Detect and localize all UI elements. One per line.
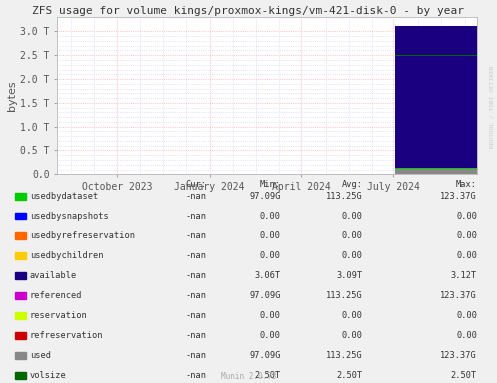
Text: 0.00: 0.00 <box>342 311 363 320</box>
Text: 0.00: 0.00 <box>260 231 281 241</box>
Text: usedbydataset: usedbydataset <box>30 192 98 201</box>
Text: volsize: volsize <box>30 371 67 380</box>
Text: -nan: -nan <box>185 291 206 300</box>
Text: Munin 2.0.73: Munin 2.0.73 <box>221 372 276 381</box>
Text: 113.25G: 113.25G <box>326 351 363 360</box>
Text: 97.09G: 97.09G <box>249 192 281 201</box>
Text: 3.06T: 3.06T <box>254 271 281 280</box>
Text: 0.00: 0.00 <box>456 251 477 260</box>
Text: 3.12T: 3.12T <box>451 271 477 280</box>
Text: 2.50T: 2.50T <box>254 371 281 380</box>
Text: -nan: -nan <box>185 351 206 360</box>
Text: 2.50T: 2.50T <box>336 371 363 380</box>
Text: RRDTOOL / TOBI OETIKER: RRDTOOL / TOBI OETIKER <box>490 66 495 149</box>
Text: referenced: referenced <box>30 291 83 300</box>
Y-axis label: bytes: bytes <box>7 80 17 111</box>
Text: 123.37G: 123.37G <box>440 192 477 201</box>
Text: Avg:: Avg: <box>342 180 363 189</box>
Text: 0.00: 0.00 <box>342 251 363 260</box>
Text: 0.00: 0.00 <box>456 211 477 221</box>
Text: -nan: -nan <box>185 211 206 221</box>
Text: -nan: -nan <box>185 271 206 280</box>
Text: -nan: -nan <box>185 371 206 380</box>
Text: available: available <box>30 271 77 280</box>
Text: 0.00: 0.00 <box>260 251 281 260</box>
Text: 0.00: 0.00 <box>456 331 477 340</box>
Text: usedbychildren: usedbychildren <box>30 251 103 260</box>
Text: 97.09G: 97.09G <box>249 351 281 360</box>
Text: 0.00: 0.00 <box>342 331 363 340</box>
Text: ZFS usage for volume kings/proxmox-kings/vm-421-disk-0 - by year: ZFS usage for volume kings/proxmox-kings… <box>32 6 465 16</box>
Text: usedbysnapshots: usedbysnapshots <box>30 211 108 221</box>
Text: -nan: -nan <box>185 192 206 201</box>
Text: 0.00: 0.00 <box>456 311 477 320</box>
Text: 113.25G: 113.25G <box>326 192 363 201</box>
Text: -nan: -nan <box>185 311 206 320</box>
Text: Min:: Min: <box>260 180 281 189</box>
Text: Max:: Max: <box>456 180 477 189</box>
Text: 123.37G: 123.37G <box>440 351 477 360</box>
Text: reservation: reservation <box>30 311 87 320</box>
Text: -nan: -nan <box>185 331 206 340</box>
Text: -nan: -nan <box>185 251 206 260</box>
Text: 0.00: 0.00 <box>456 231 477 241</box>
Text: -nan: -nan <box>185 231 206 241</box>
Text: 3.09T: 3.09T <box>336 271 363 280</box>
Text: 113.25G: 113.25G <box>326 291 363 300</box>
Text: 0.00: 0.00 <box>260 331 281 340</box>
Text: 0.00: 0.00 <box>342 211 363 221</box>
Text: 0.00: 0.00 <box>342 231 363 241</box>
Text: Cur:: Cur: <box>185 180 206 189</box>
Text: 123.37G: 123.37G <box>440 291 477 300</box>
Text: usedbyrefreservation: usedbyrefreservation <box>30 231 135 241</box>
Text: 0.00: 0.00 <box>260 211 281 221</box>
Text: refreservation: refreservation <box>30 331 103 340</box>
Text: 0.00: 0.00 <box>260 311 281 320</box>
Text: 2.50T: 2.50T <box>451 371 477 380</box>
Text: 97.09G: 97.09G <box>249 291 281 300</box>
Text: used: used <box>30 351 51 360</box>
